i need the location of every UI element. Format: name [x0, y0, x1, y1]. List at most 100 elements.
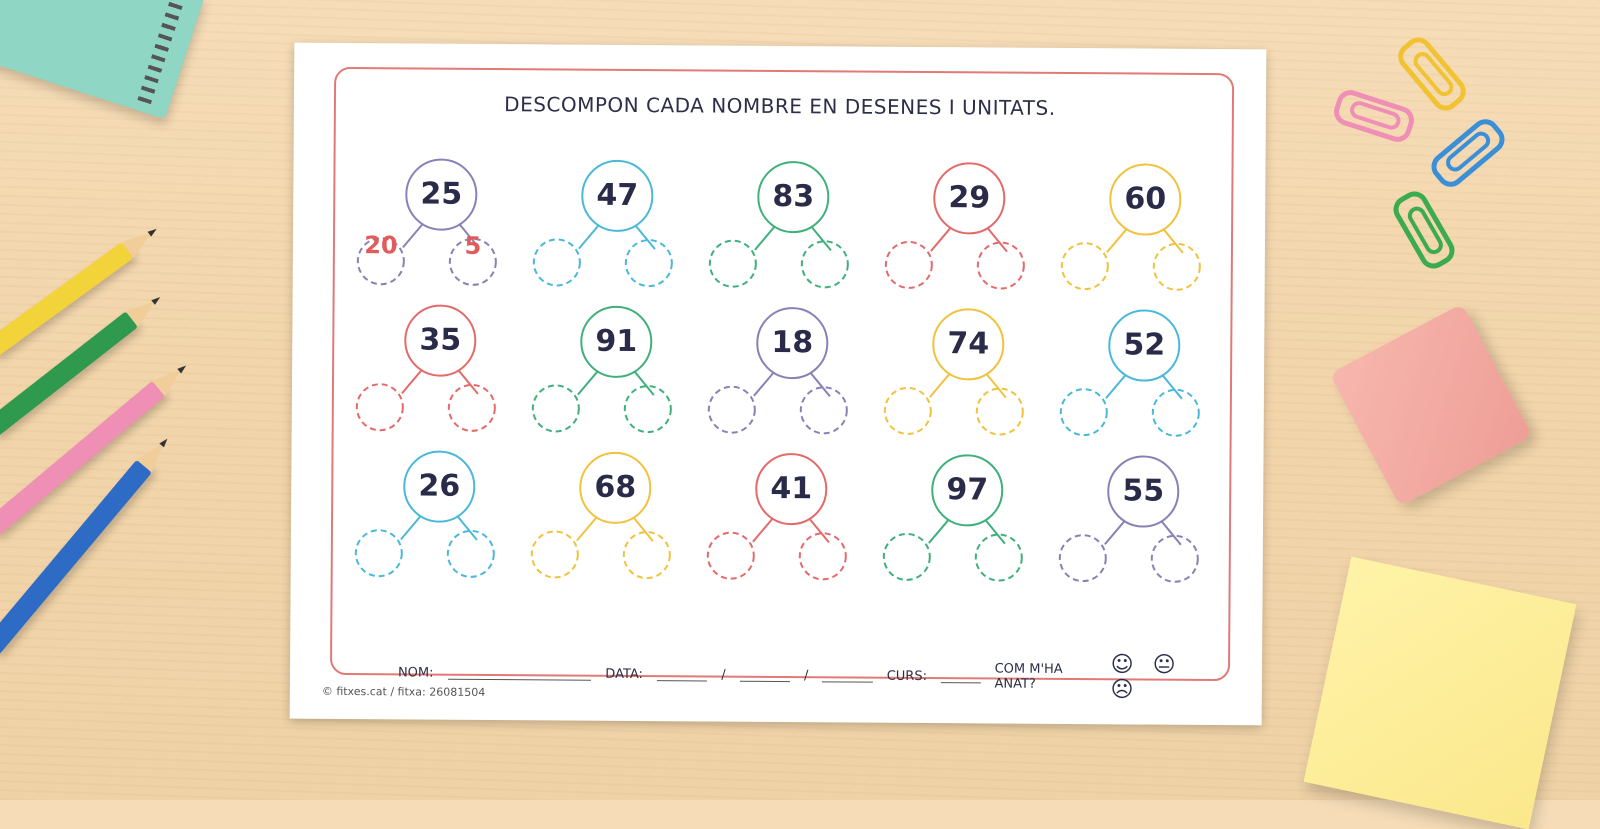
- tens-circle: [1062, 243, 1108, 289]
- bond-line-left: [754, 372, 774, 396]
- bond-line-right: [986, 373, 1006, 397]
- whole-number: 41: [751, 457, 831, 522]
- tens-answer[interactable]: 20: [357, 221, 405, 269]
- number-bond: 97: [879, 451, 1056, 598]
- bond-line-left: [402, 369, 422, 393]
- tens-circle: [532, 531, 578, 577]
- whole-number: 74: [928, 312, 1008, 377]
- whole-number: 68: [575, 456, 655, 521]
- units-circle: [976, 534, 1022, 580]
- units-circle: [802, 241, 848, 287]
- tens-circle: [356, 530, 402, 576]
- units-circle: [449, 385, 495, 431]
- tens-circle: [357, 384, 403, 430]
- whole-number: 97: [927, 458, 1007, 523]
- worksheet: DESCOMPON CADA NOMBRE EN DESENES I UNITA…: [290, 43, 1267, 726]
- whole-number: 52: [1104, 313, 1184, 378]
- tens-circle: [884, 534, 930, 580]
- units-circle: [626, 240, 672, 286]
- tens-circle: [1060, 535, 1106, 581]
- bond-line-right: [810, 372, 830, 396]
- bond-line-right: [809, 518, 829, 542]
- course-blank[interactable]: [941, 670, 981, 683]
- bond-line-left: [577, 517, 597, 541]
- bond-line-left: [1107, 228, 1127, 252]
- tens-circle: [534, 239, 580, 285]
- number-bond: 74: [880, 305, 1057, 452]
- feeling-label: COM M'HA ANAT?: [994, 662, 1096, 693]
- bond-line-left: [401, 515, 421, 539]
- bond-line-right: [457, 516, 477, 540]
- whole-number: 26: [399, 454, 479, 519]
- number-bond: 60: [1057, 160, 1234, 307]
- whole-number: 91: [576, 310, 656, 375]
- date-separator: /: [721, 667, 725, 682]
- number-bond: 52: [1056, 306, 1233, 453]
- bond-line-right: [1161, 521, 1181, 545]
- bond-line-right: [633, 517, 653, 541]
- units-answer[interactable]: 5: [449, 222, 497, 270]
- date-day-blank[interactable]: [657, 668, 707, 681]
- bond-line-right: [458, 370, 478, 394]
- date-month-blank[interactable]: [740, 668, 790, 681]
- whole-number: 25: [401, 162, 481, 227]
- feeling-faces-icon[interactable]: ☺ 😐 ☹: [1110, 652, 1212, 703]
- tens-circle: [710, 241, 756, 287]
- bond-line-right: [1162, 375, 1182, 399]
- date-label: DATA:: [605, 666, 643, 681]
- tens-circle: [709, 387, 755, 433]
- bond-line-left: [1106, 374, 1126, 398]
- bond-line-left: [930, 373, 950, 397]
- units-circle: [624, 532, 670, 578]
- tens-circle: [886, 242, 932, 288]
- sticky-notes: [1304, 557, 1577, 829]
- units-circle: [1154, 244, 1200, 290]
- date-year-blank[interactable]: [822, 669, 872, 682]
- name-label: NOM:: [398, 665, 434, 680]
- units-circle: [1153, 390, 1199, 436]
- bond-line-left: [931, 227, 951, 251]
- whole-number: 35: [400, 308, 480, 373]
- number-bond: 91: [528, 302, 705, 449]
- whole-number: 83: [753, 165, 833, 230]
- bond-line-left: [755, 226, 775, 250]
- whole-number: 29: [929, 166, 1009, 231]
- number-bond: 35: [352, 301, 529, 448]
- bond-line-right: [1163, 229, 1183, 253]
- tens-circle: [1061, 389, 1107, 435]
- bond-line-left: [579, 225, 599, 249]
- bond-line-right: [987, 227, 1007, 251]
- whole-number: 18: [752, 311, 832, 376]
- number-bond: 26: [351, 447, 528, 594]
- whole-number: 60: [1105, 167, 1185, 232]
- tens-circle: [708, 533, 754, 579]
- bond-line-right: [634, 371, 654, 395]
- tens-circle: [885, 388, 931, 434]
- number-bond: 55: [1055, 452, 1232, 599]
- number-bond: 41: [703, 449, 880, 596]
- number-bond: 47: [529, 156, 706, 303]
- bond-line-right: [985, 519, 1005, 543]
- bond-line-right: [635, 225, 655, 249]
- date-separator: /: [804, 668, 808, 683]
- units-circle: [1152, 536, 1198, 582]
- bond-line-left: [403, 223, 423, 247]
- bond-line-right: [811, 226, 831, 250]
- bond-line-left: [1105, 520, 1125, 544]
- units-circle: [448, 531, 494, 577]
- credit-line: © fitxes.cat / fitxa: 26081504: [322, 685, 485, 699]
- number-bond: 83: [705, 157, 882, 304]
- whole-number: 55: [1103, 459, 1183, 524]
- number-bond: 29: [881, 159, 1058, 306]
- units-circle: [801, 387, 847, 433]
- worksheet-footer: NOM: DATA: / / CURS: COM M'HA ANAT? ☺ 😐 …: [398, 647, 1212, 703]
- name-blank[interactable]: [447, 666, 591, 680]
- tens-circle: [533, 385, 579, 431]
- bond-line-left: [578, 371, 598, 395]
- course-label: CURS:: [887, 668, 927, 683]
- units-circle: [800, 533, 846, 579]
- bond-line-left: [929, 519, 949, 543]
- whole-number: 47: [577, 164, 657, 229]
